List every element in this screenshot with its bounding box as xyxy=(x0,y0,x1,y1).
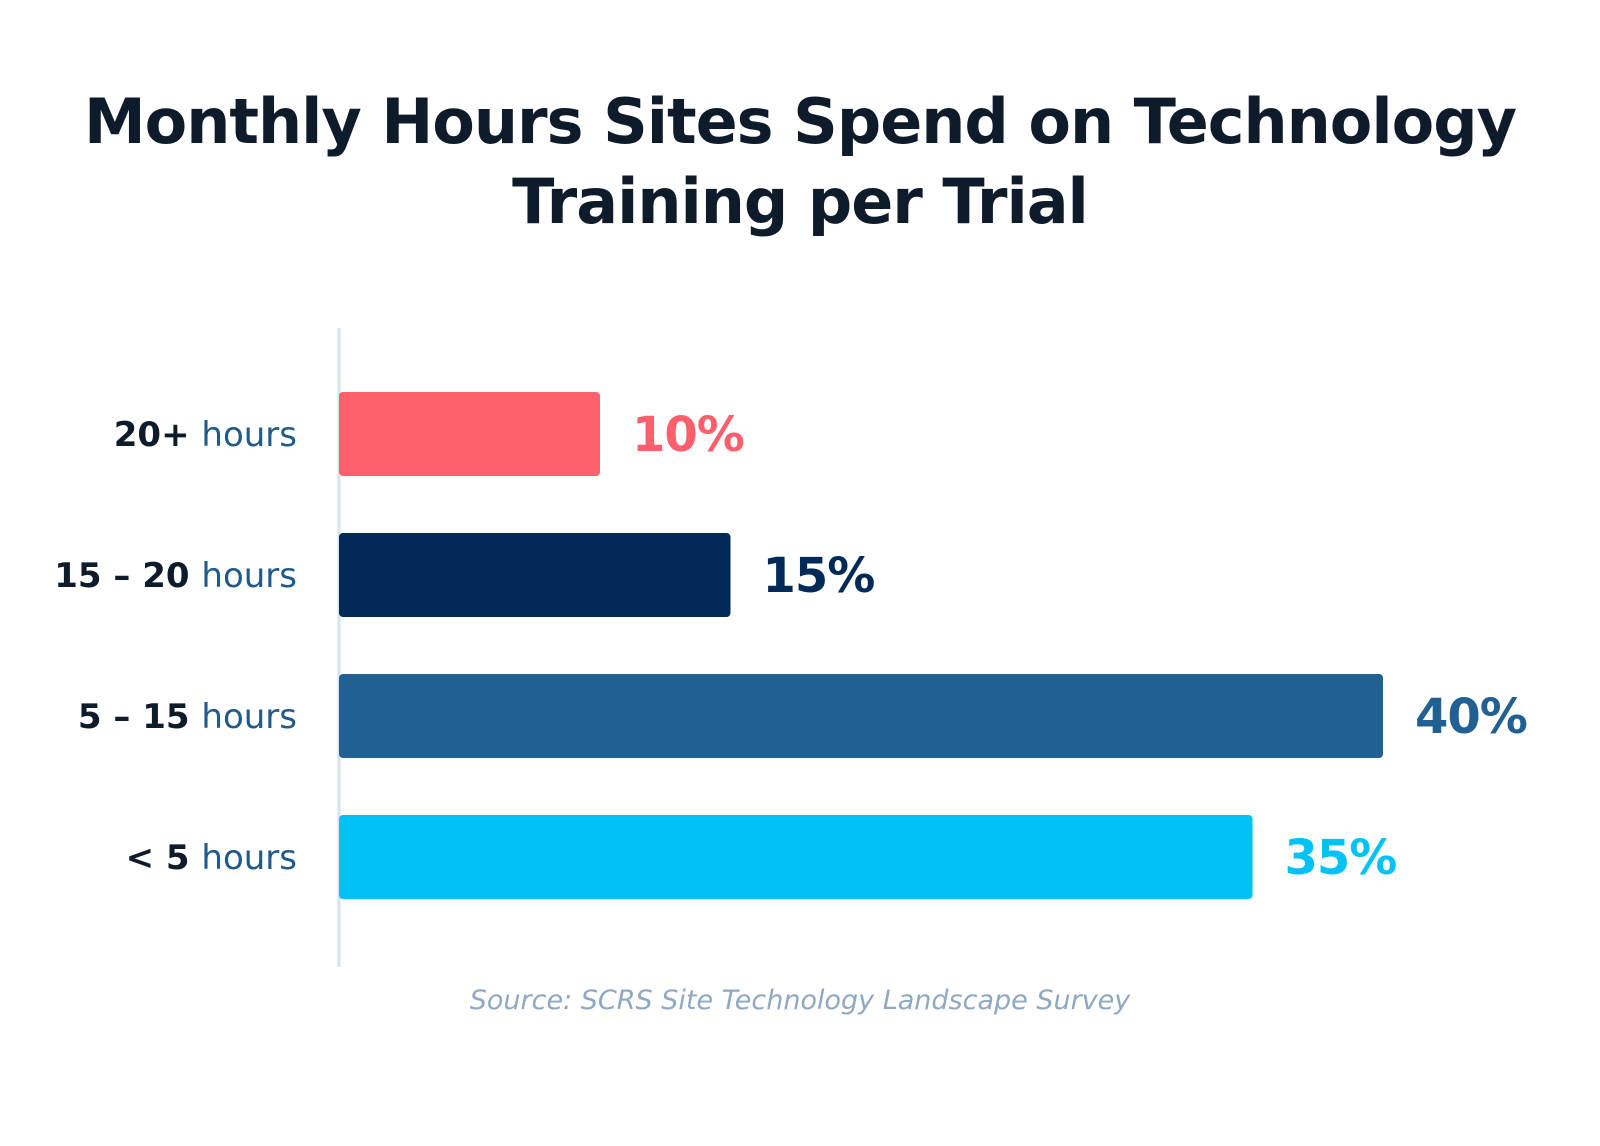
category-tick-label: 5 – 15 hours xyxy=(78,697,297,737)
category-label-unit: hours xyxy=(201,697,297,737)
chart-title: Monthly Hours Sites Spend on Technology … xyxy=(0,82,1600,242)
category-tick-label: < 5 hours xyxy=(126,838,297,878)
bar xyxy=(339,533,731,617)
category-label-unit: hours xyxy=(201,556,297,596)
source-note: Source: SCRS Site Technology Landscape S… xyxy=(469,985,1131,1016)
category-label-unit: hours xyxy=(201,415,297,455)
category-tick-label: 20+ hours xyxy=(114,415,297,455)
bar-value-label: 10% xyxy=(632,407,744,463)
category-label-range: 15 – 20 xyxy=(54,556,201,596)
bar xyxy=(339,392,600,476)
bar-value-label: 15% xyxy=(763,548,875,604)
chart-title-line-1: Monthly Hours Sites Spend on Technology xyxy=(83,85,1517,158)
bar-value-label: 35% xyxy=(1285,830,1397,886)
category-label-unit: hours xyxy=(201,838,297,878)
category-label-range: 20+ xyxy=(114,415,202,455)
bar-value-label: 40% xyxy=(1415,689,1527,745)
bar xyxy=(339,674,1383,758)
category-label-range: 5 – 15 xyxy=(78,697,201,737)
bar xyxy=(339,815,1253,899)
category-tick-label: 15 – 20 hours xyxy=(54,556,297,596)
chart-title-line-2: Training per Trial xyxy=(512,165,1089,238)
category-label-range: < 5 xyxy=(126,838,202,878)
